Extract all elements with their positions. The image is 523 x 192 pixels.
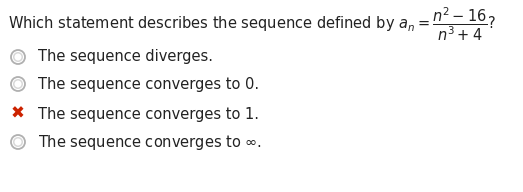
Text: The sequence converges to 1.: The sequence converges to 1.	[38, 107, 259, 122]
Circle shape	[15, 138, 21, 146]
Circle shape	[11, 77, 25, 91]
Text: ✖: ✖	[11, 105, 25, 123]
Circle shape	[15, 80, 21, 88]
Circle shape	[15, 54, 21, 60]
Text: The sequence diverges.: The sequence diverges.	[38, 50, 213, 65]
Circle shape	[11, 50, 25, 64]
Text: Which statement describes the sequence defined by $a_n = \dfrac{n^2-16}{n^3+4}$?: Which statement describes the sequence d…	[8, 5, 496, 43]
Circle shape	[13, 52, 23, 62]
Circle shape	[13, 79, 23, 89]
Text: The sequence converges to $\infty$.: The sequence converges to $\infty$.	[38, 132, 262, 151]
Circle shape	[11, 135, 25, 149]
Text: The sequence converges to 0.: The sequence converges to 0.	[38, 76, 259, 92]
Circle shape	[13, 137, 23, 147]
